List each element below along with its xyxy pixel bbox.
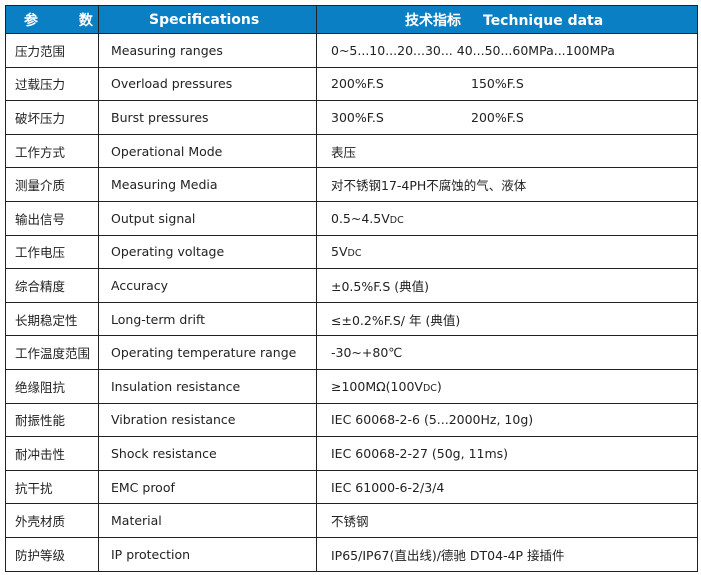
param-cell: 工作方式 [5, 133, 99, 169]
header-data-cn: 技术指标 [405, 12, 461, 29]
header-data-en: Technique data [483, 12, 604, 29]
spec-cell: IP protection [98, 536, 317, 572]
spec-cell: Overload pressures [98, 66, 317, 102]
table-row: 过载压力 Overload pressures 200%F.S 150%F.S [5, 66, 698, 102]
param-cell: 破坏压力 [5, 100, 99, 135]
spec-cell: Measuring Media [98, 167, 317, 202]
value-cell: ±0.5%F.S (典值) [316, 268, 698, 303]
table-row: 工作方式 Operational Mode 表压 [5, 133, 698, 169]
table-row: 耐冲击性 Shock resistance IEC 60068-2-27 (50… [5, 436, 698, 471]
table-row: 长期稳定性 Long-term drift ≤±0.2%F.S/ 年 (典值) [5, 301, 698, 337]
value-tail: ) [436, 378, 442, 394]
param-cell: 测量介质 [5, 167, 99, 202]
table-row: 防护等级 IP protection IP65/IP67(直出线)/德驰 DT0… [5, 536, 698, 572]
param-cell: 绝缘阻抗 [5, 368, 99, 404]
table-row: 工作温度范围 Operating temperature range -30~+… [5, 335, 698, 370]
value-cell: IEC 60068-2-27 (50g, 11ms) [316, 436, 698, 471]
value-main: 300%F.S [331, 109, 384, 125]
param-cell: 耐振性能 [5, 402, 99, 438]
value-main: ≥100MΩ(100V [331, 378, 423, 394]
value-main: 对不锈钢17-4PH不腐蚀的气、液体 [331, 178, 527, 194]
header-spec: Specifications [98, 5, 317, 34]
spec-cell: Operating temperature range [98, 335, 317, 370]
value-main: 0~5...10...20...30... 40...50...60MPa...… [331, 42, 615, 58]
value-main: IEC 60068-2-6 (5...2000Hz, 10g) [331, 412, 534, 428]
spec-cell: Measuring ranges [98, 33, 317, 68]
param-cell: 过载压力 [5, 66, 99, 102]
table-row: 输出信号 Output signal 0.5~4.5VDC [5, 200, 698, 236]
param-cell: 耐冲击性 [5, 436, 99, 471]
param-cell: 压力范围 [5, 33, 99, 68]
spec-cell: Material [98, 503, 317, 538]
value-main: IEC 61000-6-2/3/4 [331, 479, 445, 495]
spec-cell: Output signal [98, 200, 317, 236]
value-main: ≤±0.2%F.S/ 年 (典值) [331, 312, 461, 328]
table-row: 耐振性能 Vibration resistance IEC 60068-2-6 … [5, 402, 698, 438]
spec-cell: Long-term drift [98, 301, 317, 337]
value-main: 0.5~4.5V [331, 210, 390, 226]
value-main: IEC 60068-2-27 (50g, 11ms) [331, 445, 509, 461]
spec-cell: Shock resistance [98, 436, 317, 471]
value-cell: -30~+80℃ [316, 335, 698, 370]
value-unit: DC [347, 248, 362, 260]
spec-cell: EMC proof [98, 469, 317, 505]
value-main: ±0.5%F.S (典值) [331, 278, 430, 294]
value-main: 200%F.S [331, 76, 384, 92]
value-main: 表压 [331, 144, 357, 160]
value-main: -30~+80℃ [331, 345, 403, 361]
table-row: 绝缘阻抗 Insulation resistance ≥100MΩ(100VDC… [5, 368, 698, 404]
param-cell: 工作温度范围 [5, 335, 99, 370]
spec-cell: Operational Mode [98, 133, 317, 169]
spec-cell: Vibration resistance [98, 402, 317, 438]
spec-cell: Operating voltage [98, 234, 317, 270]
value-cell: 5VDC [316, 234, 698, 270]
spec-cell: Accuracy [98, 268, 317, 303]
value-cell: IEC 61000-6-2/3/4 [316, 469, 698, 505]
table-row: 破坏压力 Burst pressures 300%F.S 200%F.S [5, 100, 698, 135]
value-main: 不锈钢 [331, 514, 369, 530]
table-row: 综合精度 Accuracy ±0.5%F.S (典值) [5, 268, 698, 303]
value-unit: DC [422, 382, 437, 394]
value-main: 5V [331, 244, 348, 260]
spec-cell: Insulation resistance [98, 368, 317, 404]
value-secondary: 150%F.S [471, 76, 524, 92]
value-main: IP65/IP67(直出线)/德驰 DT04-4P 接插件 [331, 547, 565, 563]
value-cell: 0~5...10...20...30... 40...50...60MPa...… [316, 33, 698, 68]
value-cell: 对不锈钢17-4PH不腐蚀的气、液体 [316, 167, 698, 202]
table-row: 抗干扰 EMC proof IEC 61000-6-2/3/4 [5, 469, 698, 505]
spec-cell: Burst pressures [98, 100, 317, 135]
param-cell: 长期稳定性 [5, 301, 99, 337]
value-cell: 表压 [316, 133, 698, 169]
param-cell: 防护等级 [5, 536, 99, 572]
value-unit: DC [389, 214, 404, 226]
table-row: 工作电压 Operating voltage 5VDC [5, 234, 698, 270]
value-secondary: 200%F.S [471, 109, 524, 125]
spec-table: 参 数 Specifications 技术指标 Technique data 压力… [5, 5, 698, 572]
value-cell: 200%F.S 150%F.S [316, 66, 698, 102]
param-cell: 输出信号 [5, 200, 99, 236]
param-cell: 抗干扰 [5, 469, 99, 505]
value-cell: 300%F.S 200%F.S [316, 100, 698, 135]
value-cell: IP65/IP67(直出线)/德驰 DT04-4P 接插件 [316, 536, 698, 572]
header-data: 技术指标 Technique data [316, 5, 698, 34]
value-cell: ≤±0.2%F.S/ 年 (典值) [316, 301, 698, 337]
value-cell: 0.5~4.5VDC [316, 200, 698, 236]
value-cell: 不锈钢 [316, 503, 698, 538]
table-row: 测量介质 Measuring Media 对不锈钢17-4PH不腐蚀的气、液体 [5, 167, 698, 202]
table-row: 压力范围 Measuring ranges 0~5...10...20...30… [5, 33, 698, 68]
param-cell: 工作电压 [5, 234, 99, 270]
table-header: 参 数 Specifications 技术指标 Technique data [5, 5, 698, 34]
value-cell: IEC 60068-2-6 (5...2000Hz, 10g) [316, 402, 698, 438]
value-cell: ≥100MΩ(100VDC) [316, 368, 698, 404]
header-param: 参 数 [5, 5, 99, 34]
param-cell: 外壳材质 [5, 503, 99, 538]
param-cell: 综合精度 [5, 268, 99, 303]
table-row: 外壳材质 Material 不锈钢 [5, 503, 698, 538]
